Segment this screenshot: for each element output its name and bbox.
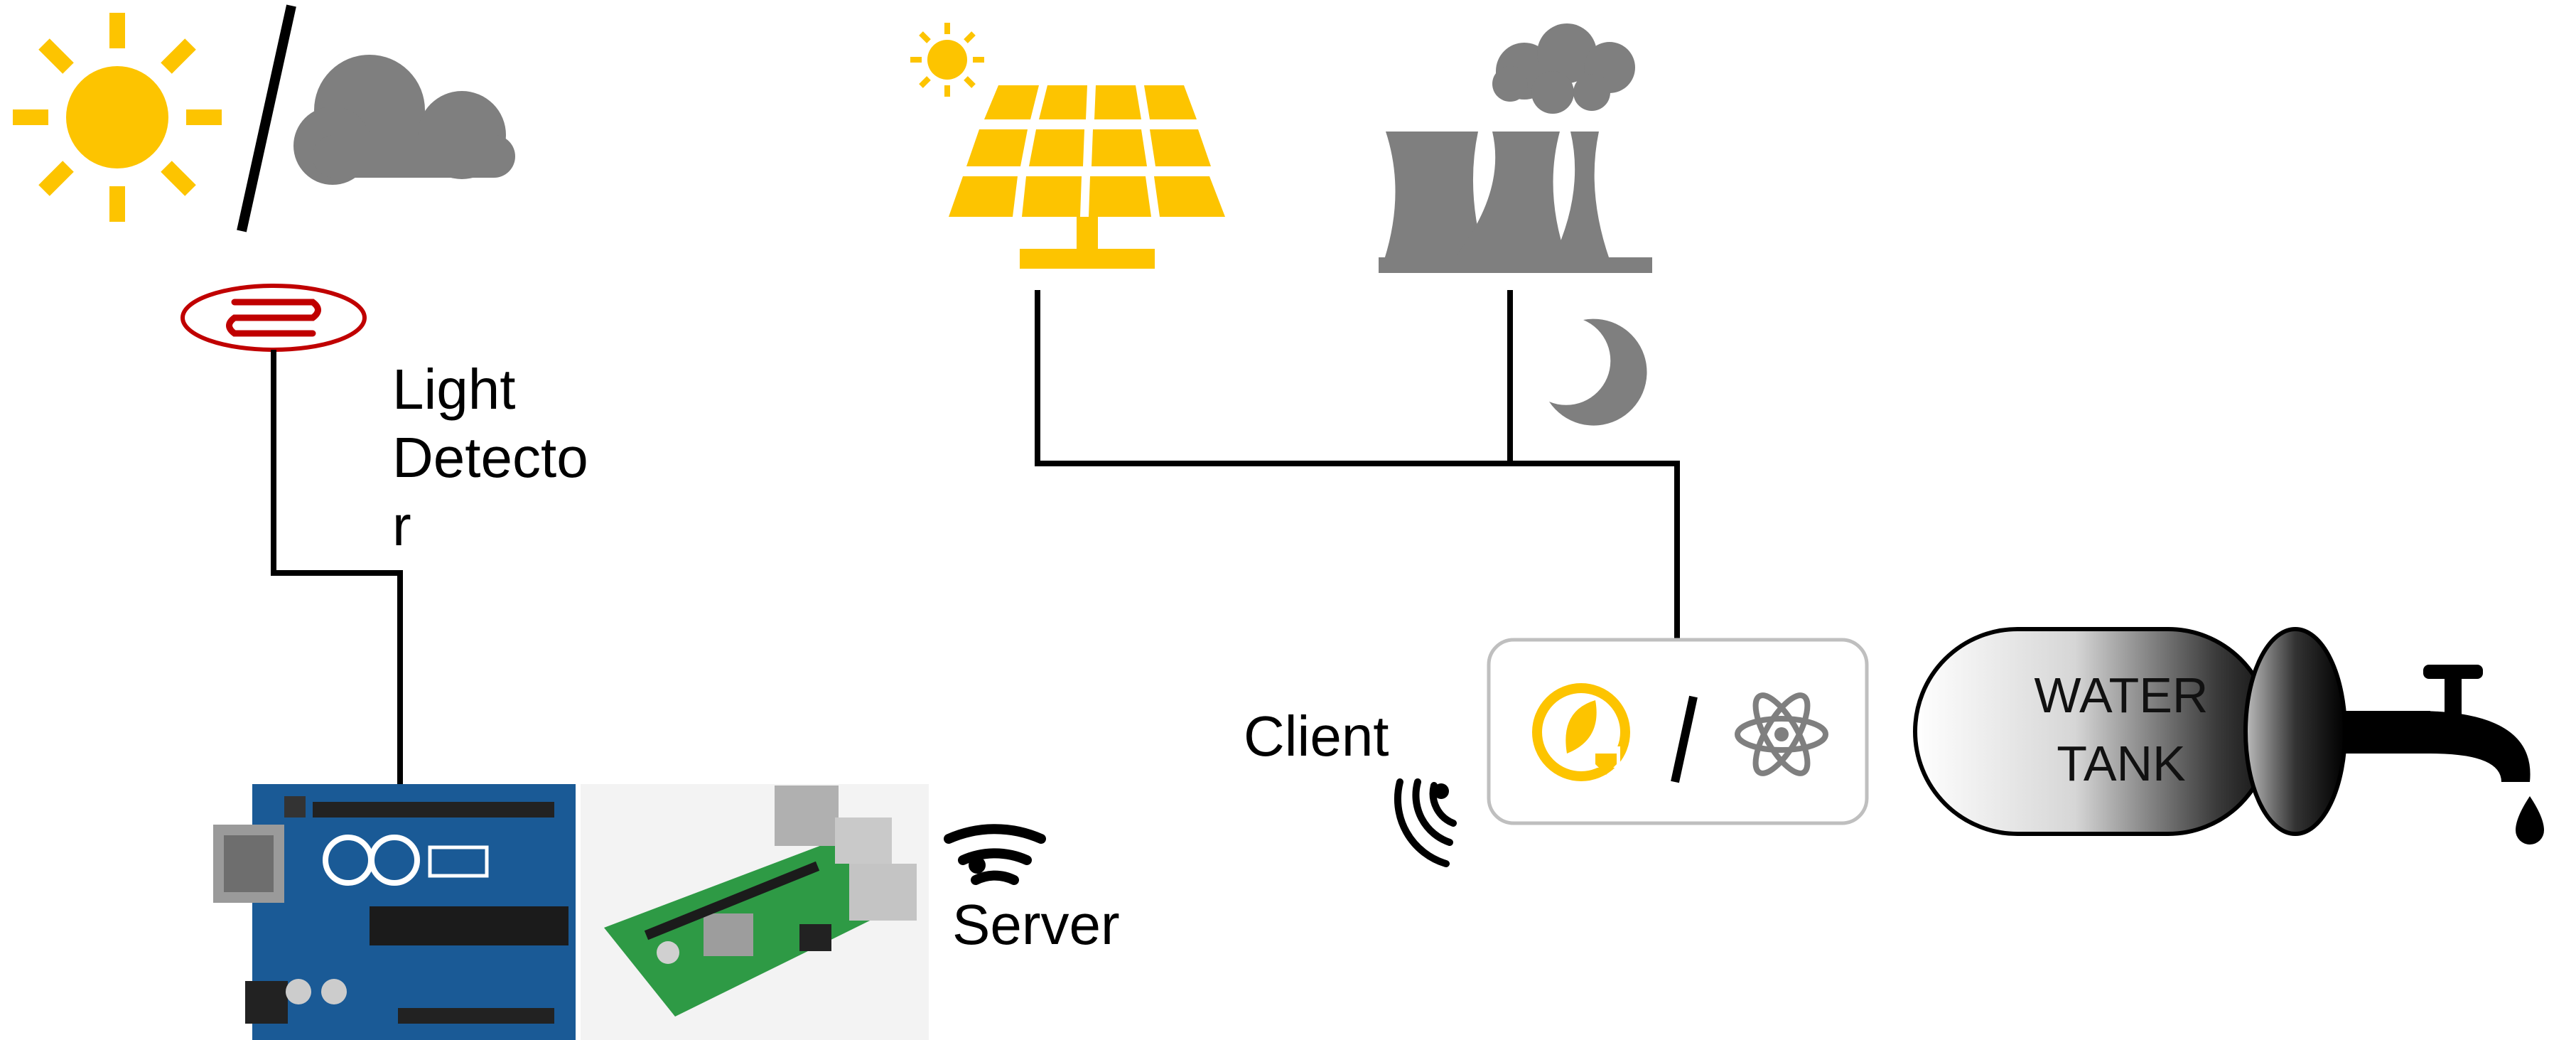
energy-selector-box [1487,638,1869,825]
water-tank-label-line-1: WATER [2034,668,2209,723]
light-detector-label-line-1: Light [392,358,516,421]
solar-panel-icon [949,85,1225,269]
sensor-wire [271,350,403,786]
client-wifi-icon [1394,778,1457,867]
light-detector-label-line-2: Detecto [392,426,588,489]
server-wifi-icon [944,824,1046,885]
slash-divider [237,4,296,232]
green-energy-icon [1532,683,1630,781]
water-tank-label: WATER TANK [1983,661,2260,798]
server-label: Server [952,893,1120,956]
cloud-icon [293,55,515,185]
water-tank-icon [1913,627,2347,836]
moon-icon [1549,318,1647,426]
slash-divider [1671,695,1698,783]
raspberry-pi-image [581,784,929,1040]
small-sun-icon [910,23,984,97]
power-plant-icon [1379,23,1652,273]
arduino-board-image [213,784,576,1040]
client-label: Client [1244,704,1389,768]
light-sensor-icon [180,284,367,352]
light-detector-label: Light Detecto r [392,355,620,560]
light-detector-label-line-3: r [392,494,411,557]
water-tank-label-line-2: TANK [2057,736,2186,791]
water-drop-icon [2516,796,2544,845]
atom-icon [1735,692,1828,776]
energy-wiring [1035,290,1680,640]
faucet-icon [2345,665,2531,782]
sun-icon [13,13,222,222]
